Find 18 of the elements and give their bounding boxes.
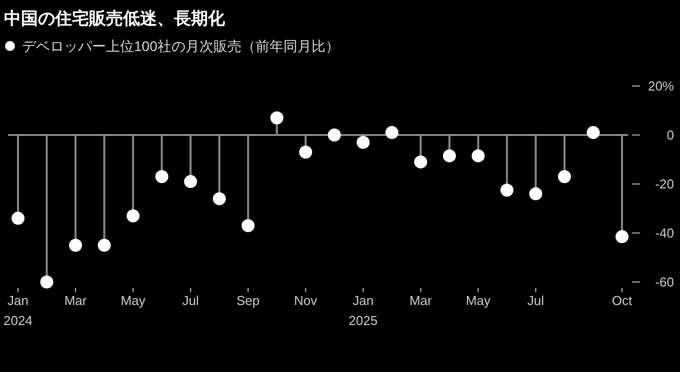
x-tick-label: Jan 2025 [348, 293, 378, 328]
x-tick-label: Nov [294, 293, 318, 308]
x-tick-label: Sep [236, 293, 260, 308]
x-tick-label: Jan 2024 [4, 293, 32, 328]
x-tick-label: Mar [409, 293, 433, 308]
y-tick-label: -40 [655, 226, 674, 240]
y-tick-label: 20% [648, 78, 674, 94]
x-tick-label: Jul [527, 293, 544, 308]
x-tick-label: Jul [182, 293, 199, 308]
legend-label: デベロッパー上位100社の月次販売（前年同月比） [22, 38, 340, 54]
x-tick-label: May [120, 293, 146, 308]
x-tick-label: May [466, 293, 491, 308]
y-tick-label: -20 [655, 176, 674, 192]
y-tick-label: -60 [655, 274, 674, 290]
chart-title: 中国の住宅販売低迷、長期化 [4, 9, 226, 28]
y-tick-label: 0 [666, 128, 674, 142]
x-tick-label: Oct [612, 293, 632, 308]
x-tick-label: Mar [64, 293, 88, 308]
